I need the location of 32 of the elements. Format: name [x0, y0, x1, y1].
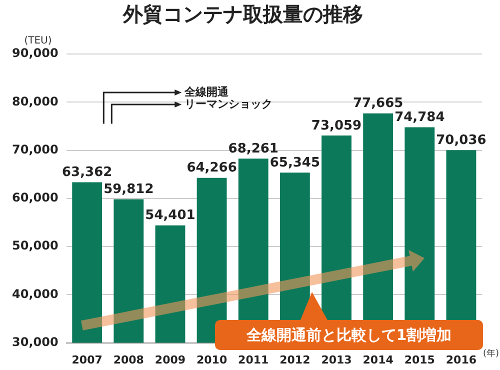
- x-tick-label: 2015: [404, 353, 435, 366]
- y-tick-label: 90,000: [12, 46, 58, 60]
- data-label: 70,036: [436, 132, 486, 148]
- y-axis-title: (TEU): [24, 36, 52, 47]
- y-tick-label: 60,000: [12, 190, 58, 205]
- data-label: 54,401: [145, 208, 196, 224]
- x-tick-label: 2011: [238, 353, 269, 366]
- x-tick-label: 2007: [72, 353, 102, 366]
- x-tick-label: 2013: [321, 353, 352, 366]
- y-tick-label: 70,000: [12, 142, 58, 156]
- x-tick-label: 2008: [113, 353, 144, 366]
- data-label: 73,059: [311, 118, 362, 134]
- chart-title: 外貿コンテナ取扱量の推移: [122, 2, 363, 26]
- annotation: 全線開通: [184, 85, 230, 98]
- y-tick-label: 30,000: [12, 334, 58, 349]
- data-label: 59,812: [104, 182, 154, 198]
- y-tick-label: 80,000: [12, 94, 58, 108]
- y-tick-label: 40,000: [12, 286, 58, 301]
- x-tick-label: 2009: [154, 353, 186, 366]
- annotation: リーマンショック: [184, 97, 273, 110]
- x-axis-title: (年): [483, 348, 500, 360]
- x-tick-label: 2010: [196, 353, 228, 366]
- x-tick-label: 2016: [446, 353, 477, 366]
- data-label: 64,266: [186, 160, 237, 176]
- data-label: 68,261: [228, 142, 278, 157]
- y-tick-label: 50,000: [12, 238, 58, 253]
- data-label: 77,665: [352, 96, 404, 112]
- data-label: 63,362: [62, 165, 112, 180]
- x-tick-label: 2014: [362, 353, 394, 366]
- data-label: 74,784: [394, 110, 445, 126]
- x-tick-label: 2012: [280, 353, 310, 366]
- data-label: 65,345: [270, 156, 320, 171]
